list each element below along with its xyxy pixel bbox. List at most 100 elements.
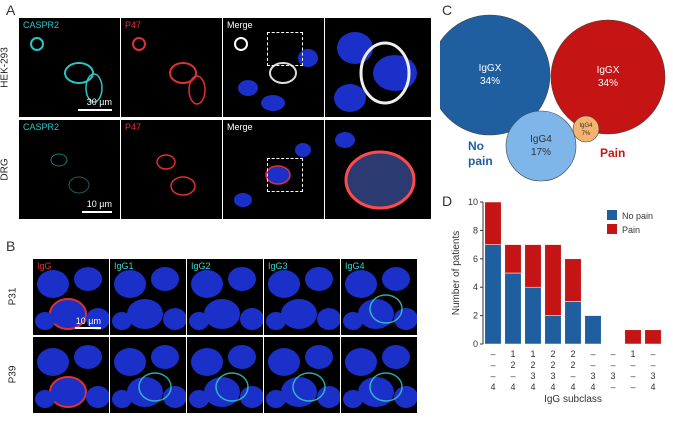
row-label: P39 <box>7 365 19 384</box>
micrograph-drawing <box>189 267 263 330</box>
subclass-label: IgG4 <box>345 261 365 271</box>
micrograph-drawing <box>266 345 340 408</box>
cell-shape <box>132 37 146 51</box>
cell-shape <box>298 49 318 67</box>
group-label-no-pain: pain <box>468 154 493 168</box>
micrograph: CASPR2 10 µm <box>19 120 120 219</box>
x-tick-label: 2 <box>570 349 575 359</box>
cell-shape <box>170 176 196 196</box>
legend-swatch <box>607 224 617 234</box>
cell-shape <box>37 348 69 376</box>
cell-shape <box>191 270 223 298</box>
venn-circle-label: IgGX <box>597 65 620 76</box>
bar-segment <box>544 315 562 345</box>
micrograph-drawing <box>112 267 186 330</box>
y-axis-label: Number of patients <box>451 231 462 316</box>
cell-shape <box>369 294 403 324</box>
cell-shape <box>151 267 179 291</box>
row-label: DRG <box>0 157 11 181</box>
x-tick-label: 4 <box>590 382 595 392</box>
venn-circle-label: IgG4 <box>530 134 552 145</box>
cell-shape <box>281 299 317 329</box>
x-tick-label: 1 <box>530 349 535 359</box>
cell-shape <box>345 270 377 298</box>
cell-shape <box>266 312 286 330</box>
subclass-label: IgG2 <box>191 261 211 271</box>
scale-bar <box>78 109 112 111</box>
cell-shape <box>394 308 417 330</box>
cell-shape <box>189 312 209 330</box>
cell-shape <box>188 75 206 105</box>
x-tick-label: 2 <box>550 360 555 370</box>
micrograph <box>325 120 431 219</box>
channel-label: Merge <box>227 20 253 30</box>
scale-bar-label: 10 µm <box>86 199 112 209</box>
micrograph-drawing <box>30 37 103 103</box>
x-tick-label: – <box>630 360 635 370</box>
group-label-pain: Pain <box>600 146 625 160</box>
cell-shape <box>268 270 300 298</box>
venn-circle <box>550 19 666 135</box>
cell-shape <box>127 377 163 407</box>
x-tick-label: – <box>590 360 595 370</box>
scale-bar <box>82 211 112 213</box>
x-tick-label: 2 <box>530 360 535 370</box>
micrograph-drawing <box>35 345 109 408</box>
cell-shape <box>334 84 366 112</box>
micrograph-drawing <box>132 37 206 105</box>
micrograph: Merge <box>223 18 324 117</box>
cell-shape <box>240 308 263 330</box>
cell-shape <box>74 345 102 369</box>
cell-shape <box>305 267 333 291</box>
micrograph <box>325 18 431 117</box>
x-tick-label: – <box>570 371 575 381</box>
cell-shape <box>358 299 394 329</box>
cell-shape <box>234 37 248 51</box>
micrograph-drawing <box>343 345 417 408</box>
bar-segment <box>484 244 502 345</box>
micrograph: CASPR2 30 µm <box>19 18 120 117</box>
cell-shape <box>127 299 163 329</box>
venn-circle-value: 34% <box>480 76 500 87</box>
x-tick-label: – <box>650 360 655 370</box>
cell-shape <box>345 348 377 376</box>
cell-shape <box>114 348 146 376</box>
cell-shape <box>189 390 209 408</box>
cell-shape <box>382 345 410 369</box>
micrograph: IgG2 <box>187 259 263 335</box>
micrograph-drawing <box>189 345 263 408</box>
venn-circle-label: IgG4 <box>579 123 593 129</box>
cell-shape <box>269 62 297 84</box>
bar-segment <box>504 244 522 274</box>
row-label: HEK-293 <box>0 46 11 88</box>
bar-segment <box>524 286 542 345</box>
panel-letter-d: D <box>442 193 453 209</box>
bar-segment <box>564 301 582 345</box>
micrograph: Merge <box>223 120 324 219</box>
bar-segment <box>484 201 502 245</box>
cell-shape <box>337 32 373 64</box>
subclass-label: IgG1 <box>114 261 134 271</box>
subclass-label: IgG3 <box>268 261 288 271</box>
micrograph <box>264 337 340 413</box>
micrograph-drawing <box>266 267 340 330</box>
cell-shape <box>49 376 87 408</box>
channel-label: P47 <box>125 20 142 30</box>
cell-shape <box>64 62 94 84</box>
legend-label: Pain <box>622 225 640 235</box>
cell-shape <box>305 345 333 369</box>
venn-circle <box>505 110 577 182</box>
x-tick-label: 1 <box>630 349 635 359</box>
cell-shape <box>343 390 363 408</box>
x-tick-label: – <box>610 360 615 370</box>
x-tick-label: – <box>490 371 495 381</box>
micrograph-drawing <box>234 143 311 207</box>
cell-shape <box>191 348 223 376</box>
cell-shape <box>268 348 300 376</box>
cell-shape <box>204 377 240 407</box>
venn-circle-value: 34% <box>598 78 618 89</box>
x-tick-label: 3 <box>590 371 595 381</box>
cell-shape <box>37 270 69 298</box>
cell-shape <box>344 150 416 210</box>
